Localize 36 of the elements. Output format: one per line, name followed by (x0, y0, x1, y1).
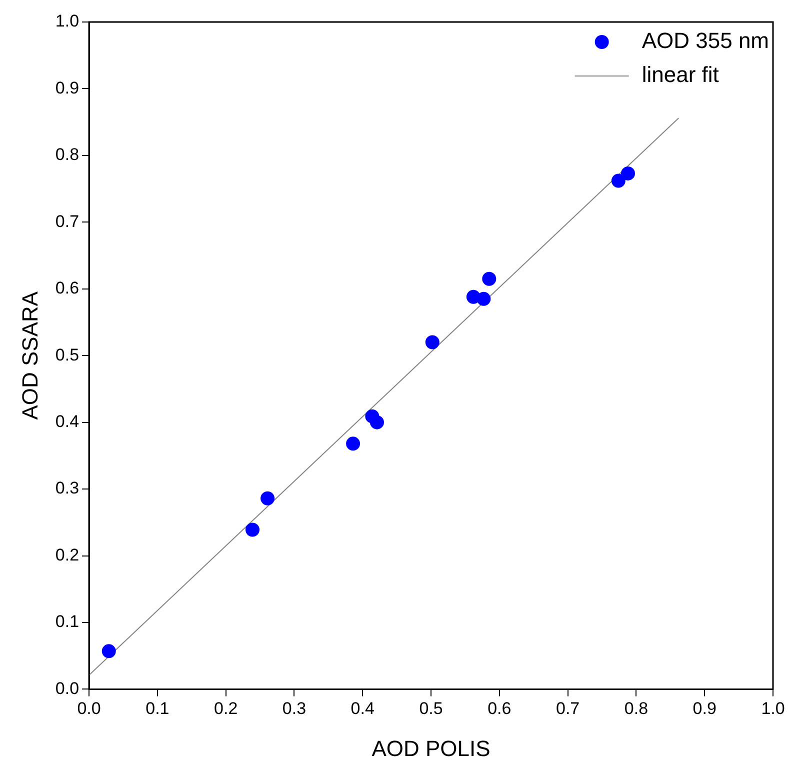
point (476, 292, 491, 306)
x-tick-label: 0.1 (146, 699, 170, 718)
y-tick-label: 0.4 (55, 412, 80, 432)
y-axis-title: AOD SSARA (17, 291, 42, 420)
point (246, 522, 260, 537)
x-tick-label: 1.0 (761, 699, 785, 718)
y-tick-label: 0.5 (55, 345, 80, 364)
point (425, 335, 440, 350)
y-tick-label: 0.9 (55, 78, 80, 98)
y-tick-label: 0.0 (55, 678, 80, 698)
y-tick-label: 0.2 (55, 545, 80, 564)
y-tick-label: 0.7 (55, 212, 80, 231)
y-tick-label: 0.3 (55, 478, 80, 498)
y-tick-label: 0.1 (55, 612, 80, 632)
point (482, 272, 496, 286)
point (346, 436, 360, 451)
x-tick-label: 0.5 (419, 699, 443, 718)
point (370, 415, 384, 430)
x-tick-label: 0.2 (214, 699, 238, 718)
y-tick-label: 1.0 (55, 12, 80, 31)
point (621, 166, 635, 180)
point (260, 491, 275, 506)
x-tick-label: 0.8 (624, 699, 648, 718)
x-tick-label: 0.9 (692, 699, 716, 718)
y-tick-label: 0.6 (55, 278, 80, 298)
x-tick-label: 0.7 (556, 699, 580, 718)
x-tick-label: 0.4 (350, 699, 374, 718)
x-axis-title: AOD POLIS (372, 736, 490, 761)
legend-label: linear fit (642, 62, 719, 88)
point (102, 644, 116, 658)
x-tick-label: 0.0 (77, 699, 101, 718)
x-tick-label: 0.6 (488, 699, 512, 718)
y-tick-label: 0.8 (55, 145, 80, 164)
legend-label: AOD 355 nm (642, 28, 770, 54)
point (611, 174, 626, 188)
x-tick-label: 0.3 (282, 699, 306, 718)
